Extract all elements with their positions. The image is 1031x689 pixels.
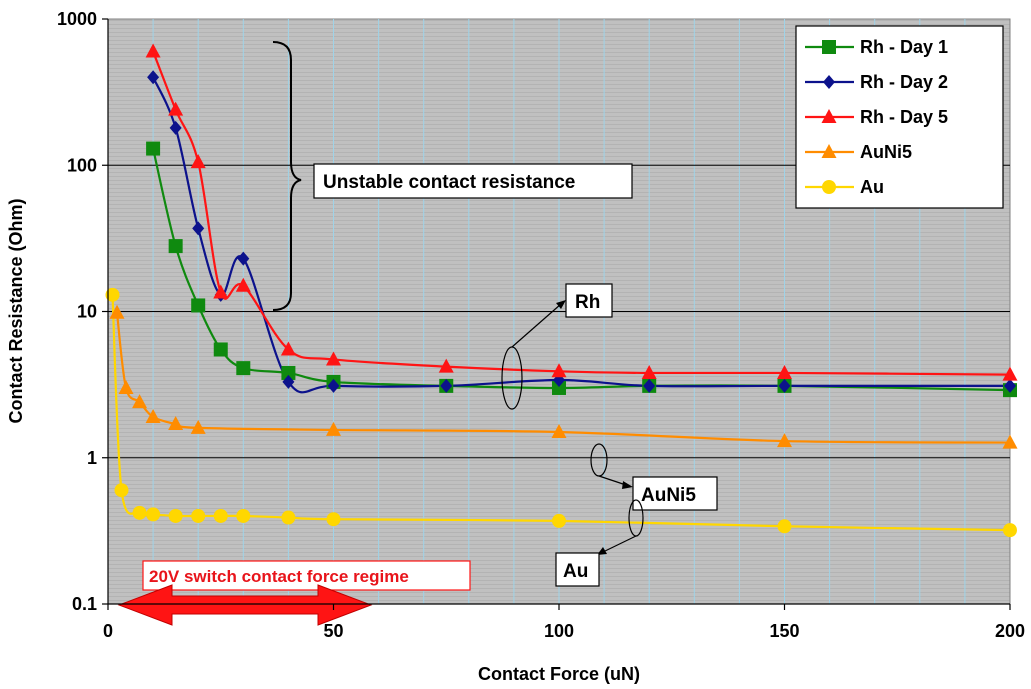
data-point-au bbox=[281, 510, 296, 525]
data-point-au bbox=[132, 505, 147, 520]
data-point-rh-day-1 bbox=[146, 141, 161, 156]
rh-label: Rh bbox=[575, 292, 600, 313]
data-point-rh-day-5 bbox=[551, 363, 567, 378]
legend-label-au: Au bbox=[860, 177, 884, 197]
data-point-rh-day-5 bbox=[1002, 366, 1018, 381]
annotations: Unstable contact resistance Rh AuNi5 Au … bbox=[117, 41, 718, 626]
data-point-rh-day-1 bbox=[281, 365, 296, 380]
legend-label-rh-day-1: Rh - Day 1 bbox=[860, 37, 948, 57]
data-point-rh-day-2 bbox=[643, 378, 656, 393]
unstable-label-box bbox=[313, 163, 633, 199]
data-point-rh-day-2 bbox=[192, 221, 205, 236]
rh-label-box bbox=[565, 283, 613, 318]
data-point-au bbox=[1003, 523, 1017, 538]
data-point-au bbox=[552, 513, 566, 528]
x-tick-label: 0 bbox=[103, 621, 113, 641]
y-tick-label: 0.1 bbox=[72, 594, 97, 614]
series-markers bbox=[105, 43, 1018, 538]
data-point-rh-day-2 bbox=[169, 120, 182, 135]
legend-marker-au bbox=[822, 180, 836, 194]
legend: Rh - Day 1 Rh - Day 2 Rh - Day 5 AuNi5 Au bbox=[795, 25, 1004, 209]
data-point-rh-day-5 bbox=[145, 43, 161, 58]
data-point-rh-day-5 bbox=[326, 351, 341, 366]
data-point-rh-day-5 bbox=[777, 364, 792, 379]
y-ticks: 0.1 1 10 100 1000 bbox=[57, 9, 108, 614]
data-point-auni5 bbox=[1002, 434, 1018, 449]
data-point-auni5 bbox=[777, 433, 792, 448]
legend-label-auni5: AuNi5 bbox=[860, 142, 912, 162]
data-point-rh-day-2 bbox=[778, 378, 791, 393]
data-point-au bbox=[105, 287, 120, 302]
auni5-label-box bbox=[632, 476, 718, 511]
data-point-rh-day-5 bbox=[280, 341, 296, 356]
data-point-rh-day-2 bbox=[1004, 378, 1016, 393]
data-point-au bbox=[191, 508, 206, 523]
data-point-auni5 bbox=[132, 394, 148, 409]
y-tick-label: 1 bbox=[87, 448, 97, 468]
data-point-auni5 bbox=[551, 423, 567, 438]
data-point-rh-day-5 bbox=[168, 101, 184, 116]
y-tick-label: 1000 bbox=[57, 9, 97, 29]
auni5-arrowhead bbox=[622, 481, 633, 489]
data-point-rh-day-2 bbox=[147, 70, 160, 85]
data-point-au bbox=[326, 512, 341, 527]
data-point-rh-day-2 bbox=[237, 251, 250, 266]
series-line-rh-day-5 bbox=[152, 51, 1011, 376]
auni5-arrow bbox=[598, 475, 627, 486]
data-point-au bbox=[146, 507, 161, 522]
y-axis-title: Contact Resistance (Ohm) bbox=[6, 198, 26, 423]
data-point-au bbox=[114, 483, 129, 498]
data-point-au bbox=[213, 508, 228, 523]
regime-label-box bbox=[142, 560, 471, 591]
data-point-auni5 bbox=[326, 421, 341, 436]
legend-marker-rh-day-1 bbox=[822, 40, 836, 54]
data-point-rh-day-5 bbox=[213, 284, 229, 299]
y-tick-label: 10 bbox=[77, 302, 97, 322]
data-point-auni5 bbox=[190, 419, 206, 434]
y-tick-label: 100 bbox=[67, 155, 97, 175]
data-point-au bbox=[168, 508, 183, 523]
legend-marker-auni5 bbox=[821, 144, 837, 158]
x-tick-label: 50 bbox=[323, 621, 343, 641]
data-point-rh-day-2 bbox=[440, 378, 453, 393]
x-tick-label: 150 bbox=[769, 621, 799, 641]
data-point-rh-day-1 bbox=[213, 342, 228, 357]
data-point-rh-day-5 bbox=[438, 358, 454, 373]
data-point-auni5 bbox=[109, 304, 125, 319]
au-arrow bbox=[602, 535, 637, 553]
legend-marker-rh-day-5 bbox=[821, 109, 837, 123]
unstable-label: Unstable contact resistance bbox=[323, 172, 575, 193]
data-point-rh-day-5 bbox=[190, 154, 206, 169]
data-point-rh-day-5 bbox=[641, 364, 657, 379]
unstable-brace bbox=[272, 41, 302, 311]
au-label-box bbox=[555, 552, 600, 587]
data-point-rh-day-1 bbox=[552, 380, 566, 395]
rh-arrow bbox=[511, 303, 562, 348]
regime-label: 20V switch contact force regime bbox=[149, 567, 409, 586]
au-label: Au bbox=[563, 561, 588, 582]
regime-double-arrow bbox=[117, 584, 373, 626]
data-point-rh-day-2 bbox=[327, 378, 340, 393]
data-point-au bbox=[236, 508, 251, 523]
data-point-rh-day-1 bbox=[168, 239, 183, 254]
data-point-rh-day-1 bbox=[236, 361, 251, 376]
data-point-auni5 bbox=[145, 408, 161, 423]
data-point-rh-day-5 bbox=[235, 277, 251, 292]
data-point-auni5 bbox=[168, 416, 184, 431]
rh-arrowhead bbox=[556, 300, 566, 309]
x-tick-label: 200 bbox=[995, 621, 1025, 641]
x-axis-title: Contact Force (uN) bbox=[478, 664, 640, 684]
legend-label-rh-day-2: Rh - Day 2 bbox=[860, 72, 948, 92]
data-point-auni5 bbox=[118, 379, 134, 394]
x-ticks: 0 50 100 150 200 bbox=[103, 604, 1025, 641]
data-point-rh-day-2 bbox=[282, 374, 295, 389]
legend-label-rh-day-5: Rh - Day 5 bbox=[860, 107, 948, 127]
x-tick-label: 100 bbox=[544, 621, 574, 641]
auni5-label: AuNi5 bbox=[641, 485, 696, 506]
data-point-rh-day-1 bbox=[191, 298, 206, 313]
legend-marker-rh-day-2 bbox=[823, 75, 835, 89]
data-point-au bbox=[777, 519, 792, 534]
